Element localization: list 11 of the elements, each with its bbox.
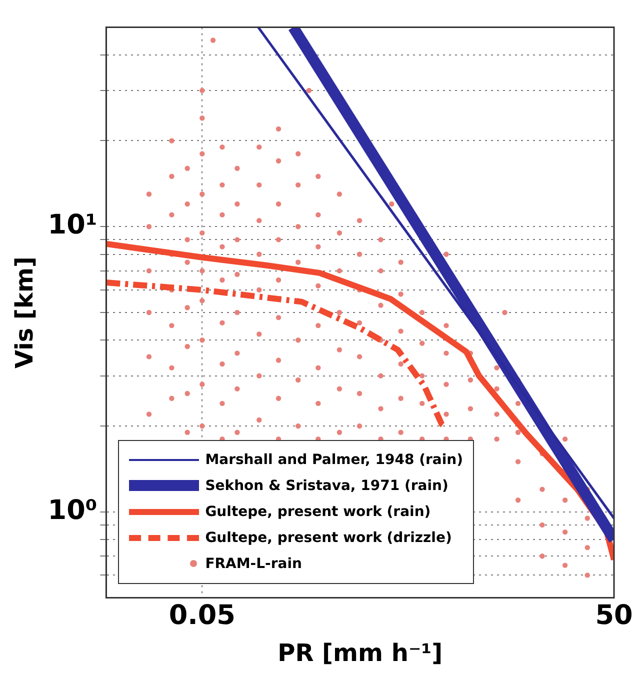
y-tick-label: 10¹ [48, 210, 98, 241]
x-axis-title: PR [mm h⁻¹] [278, 638, 443, 667]
legend-label: Marshall and Palmer, 1948 (rain) [205, 450, 464, 470]
x-tick-label: 0.05 [168, 600, 236, 632]
legend-label: Gultepe, present work (drizzle) [205, 528, 452, 548]
y-axis-title: Vis [km] [10, 256, 39, 368]
legend-label: Gultepe, present work (rain) [205, 502, 431, 522]
x-tick-label: 50 [595, 600, 633, 632]
legend-label: Sekhon & Sristava, 1971 (rain) [205, 476, 448, 496]
y-tick-label: 10⁰ [48, 494, 98, 526]
legend-label: FRAM-L-rain [205, 554, 302, 574]
